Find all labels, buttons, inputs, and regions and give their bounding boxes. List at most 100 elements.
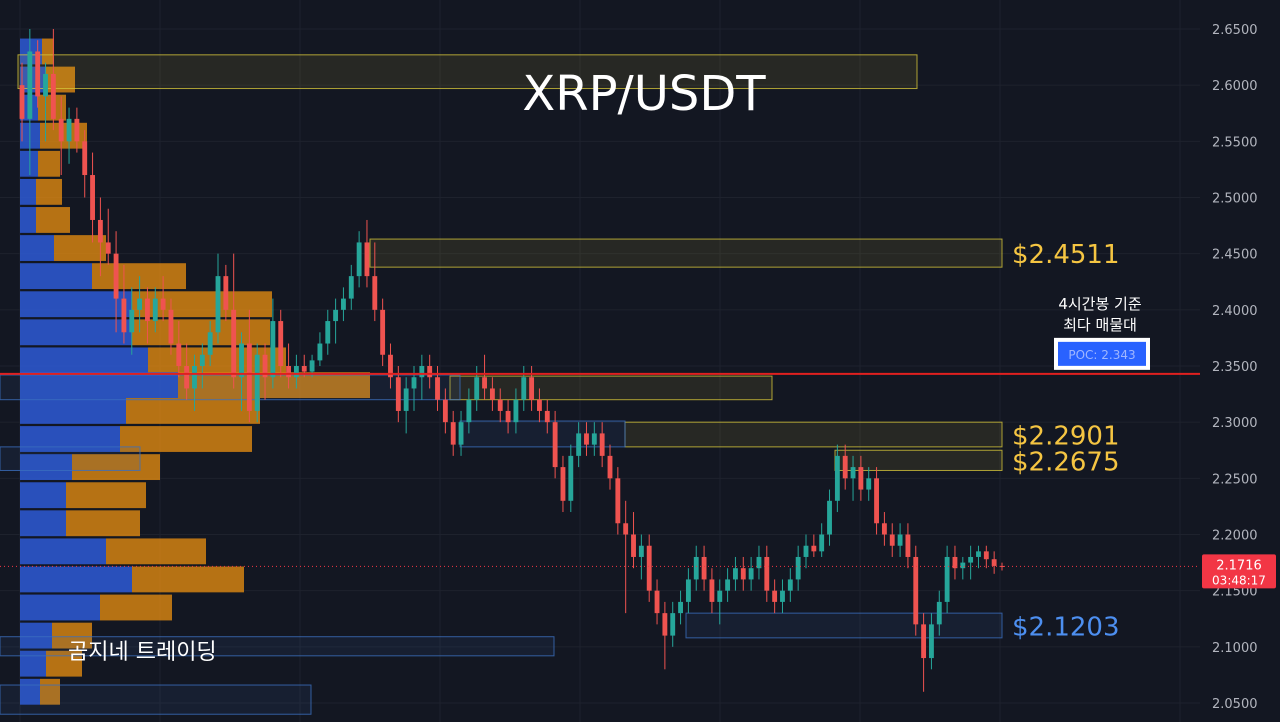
candle-body xyxy=(670,613,676,636)
profile-buy-bar xyxy=(20,319,132,346)
axis-tick-label: 2.0500 xyxy=(1212,697,1258,712)
candle-body xyxy=(489,388,495,400)
profile-sell-bar xyxy=(72,454,160,481)
candle-body xyxy=(638,545,644,557)
candle-body xyxy=(834,455,840,501)
candle-body xyxy=(348,276,354,299)
candle-body xyxy=(913,556,919,625)
candle-body xyxy=(435,377,440,400)
poc-label-text: POC: 2.343 xyxy=(1068,348,1135,362)
candle-body xyxy=(709,579,715,602)
candle-body xyxy=(35,51,41,97)
candlesticks xyxy=(19,29,1005,692)
profile-buy-bar xyxy=(20,482,66,509)
candle-body xyxy=(968,556,974,563)
candle-body xyxy=(717,590,723,602)
candle-body xyxy=(874,478,879,524)
candle-body xyxy=(568,455,574,501)
candle-body xyxy=(168,309,174,344)
price-zones: $2.4511 $2.2901$2.2675 $2.1203 xyxy=(0,54,1120,715)
axis-tick-label: 2.3500 xyxy=(1212,360,1258,375)
candle-body xyxy=(270,321,276,378)
candle-body xyxy=(97,219,103,243)
candle-body xyxy=(137,298,143,310)
candle-body xyxy=(693,556,699,580)
profile-buy-bar xyxy=(20,291,132,318)
profile-buy-bar xyxy=(20,398,126,424)
current-price-countdown: 03:48:17 xyxy=(1212,573,1266,587)
profile-buy-bar xyxy=(20,510,66,537)
candle-body xyxy=(976,551,981,557)
candle-body xyxy=(591,433,597,445)
price-axis[interactable]: 2.6500 2.6000 2.5500 2.5000 2.4500 2.4000 2.35… xyxy=(1202,23,1276,712)
candle-body xyxy=(584,433,589,445)
candle-body xyxy=(678,601,683,614)
candle-body xyxy=(129,309,135,333)
candle-body xyxy=(262,354,268,378)
candle-body xyxy=(152,298,158,322)
candle-body xyxy=(301,366,307,372)
candle-body xyxy=(599,433,605,456)
profile-buy-bar xyxy=(20,594,100,621)
candle-body xyxy=(19,85,25,119)
zone-2.4511-box xyxy=(369,238,1003,268)
candle-body xyxy=(733,568,738,580)
candle-body xyxy=(889,534,895,546)
candle-body xyxy=(411,377,417,389)
candle-body xyxy=(278,321,284,366)
profile-buy-bar xyxy=(20,622,52,649)
candle-body xyxy=(521,377,527,400)
candle-body xyxy=(505,410,511,423)
candle-body xyxy=(50,73,56,119)
candle-body xyxy=(105,242,111,254)
candle-body xyxy=(905,534,911,557)
candle-body xyxy=(787,579,793,591)
candle-body xyxy=(207,332,213,355)
chart-title: XRP/USDT xyxy=(522,66,766,122)
axis-tick-label: 2.5500 xyxy=(1212,135,1258,150)
axis-tick-label: 2.4500 xyxy=(1212,248,1258,263)
candle-body xyxy=(184,366,190,389)
candle-body xyxy=(223,276,229,310)
profile-buy-bar xyxy=(20,178,36,205)
axis-tick-label: 2.2500 xyxy=(1212,472,1258,487)
candle-body xyxy=(192,366,197,389)
candle-body xyxy=(529,377,535,400)
candle-body xyxy=(442,399,448,423)
candle-body xyxy=(764,556,770,591)
profile-buy-bar xyxy=(20,454,72,481)
current-price-value: 2.1716 xyxy=(1216,558,1262,573)
poc-note-line1: 4시간봉 기준 xyxy=(1058,295,1142,313)
profile-sell-bar xyxy=(38,150,60,177)
candle-body xyxy=(466,399,472,423)
profile-buy-bar xyxy=(20,650,46,677)
candle-body xyxy=(482,377,487,389)
axis-tick-label: 2.2000 xyxy=(1212,529,1258,544)
zone-2.61-box xyxy=(17,54,918,90)
axis-tick-label: 2.5000 xyxy=(1212,192,1258,207)
candle-body xyxy=(58,118,64,142)
candle-body xyxy=(983,551,989,560)
candle-body xyxy=(113,253,119,299)
profile-sell-bar xyxy=(66,510,140,537)
profile-buy-bar xyxy=(20,347,148,374)
candle-body xyxy=(215,276,221,333)
candle-body xyxy=(199,354,205,366)
candle-body xyxy=(341,298,346,310)
candle-body xyxy=(254,354,260,411)
candle-body xyxy=(748,568,754,580)
candle-body xyxy=(772,590,778,602)
candle-body xyxy=(552,422,558,468)
candle-body xyxy=(803,545,809,557)
candle-body xyxy=(474,377,480,400)
candle-body xyxy=(458,422,464,445)
candle-body xyxy=(43,73,48,97)
candle-body xyxy=(372,276,378,310)
candle-body xyxy=(795,556,801,580)
candle-body xyxy=(991,559,997,566)
profile-buy-bar xyxy=(20,235,54,261)
poc-note-line2: 최다 매물대 xyxy=(1063,316,1137,334)
candle-body xyxy=(325,321,331,344)
candle-body xyxy=(999,565,1005,567)
